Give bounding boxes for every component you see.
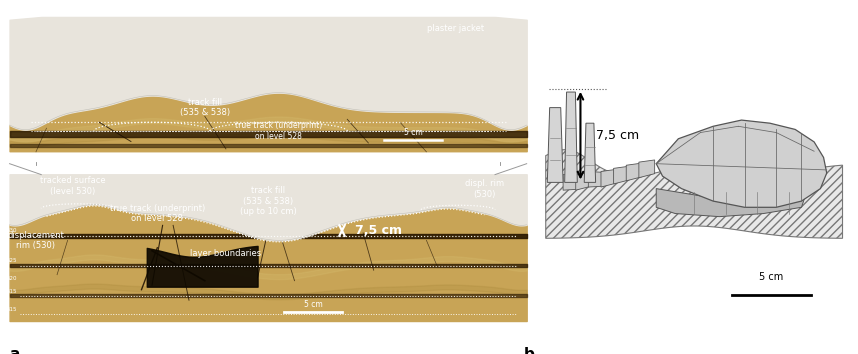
Text: displacement
rim (530): displacement rim (530) <box>8 231 64 251</box>
Text: true track (underprint)
on level 528: true track (underprint) on level 528 <box>110 204 205 223</box>
Text: 515: 515 <box>7 307 17 312</box>
Text: 5 cm: 5 cm <box>759 272 783 282</box>
Polygon shape <box>626 163 642 181</box>
Text: a: a <box>9 348 20 354</box>
Text: plaster jacket: plaster jacket <box>427 23 485 33</box>
Text: 7,5 cm: 7,5 cm <box>596 129 639 142</box>
Polygon shape <box>546 150 843 238</box>
Polygon shape <box>563 175 579 190</box>
Polygon shape <box>589 171 604 187</box>
Text: b: b <box>523 348 535 354</box>
Text: 5 cm: 5 cm <box>304 300 323 309</box>
Text: 515: 515 <box>7 289 17 294</box>
Polygon shape <box>584 123 595 182</box>
Polygon shape <box>547 108 563 182</box>
Polygon shape <box>601 169 617 187</box>
Polygon shape <box>656 189 807 217</box>
Text: displ. rim
(530): displ. rim (530) <box>465 179 504 199</box>
Text: 5 cm: 5 cm <box>404 128 423 137</box>
Text: track fill
(535 & 538): track fill (535 & 538) <box>179 98 230 117</box>
Text: tracked surface
(level 530): tracked surface (level 530) <box>40 176 106 196</box>
Text: true track (underprint)
on level 528: true track (underprint) on level 528 <box>235 121 323 141</box>
Text: 525: 525 <box>7 258 17 263</box>
Text: 520: 520 <box>7 276 17 281</box>
Text: layer boundaries: layer boundaries <box>190 249 262 258</box>
Text: 530: 530 <box>7 228 17 233</box>
Text: 7,5 cm: 7,5 cm <box>355 224 402 237</box>
Polygon shape <box>565 92 577 182</box>
Text: track fill
(535 & 538)
(up to 10 cm): track fill (535 & 538) (up to 10 cm) <box>239 186 297 216</box>
Polygon shape <box>656 120 827 207</box>
Polygon shape <box>613 166 630 184</box>
Polygon shape <box>639 160 655 178</box>
Polygon shape <box>576 172 591 190</box>
